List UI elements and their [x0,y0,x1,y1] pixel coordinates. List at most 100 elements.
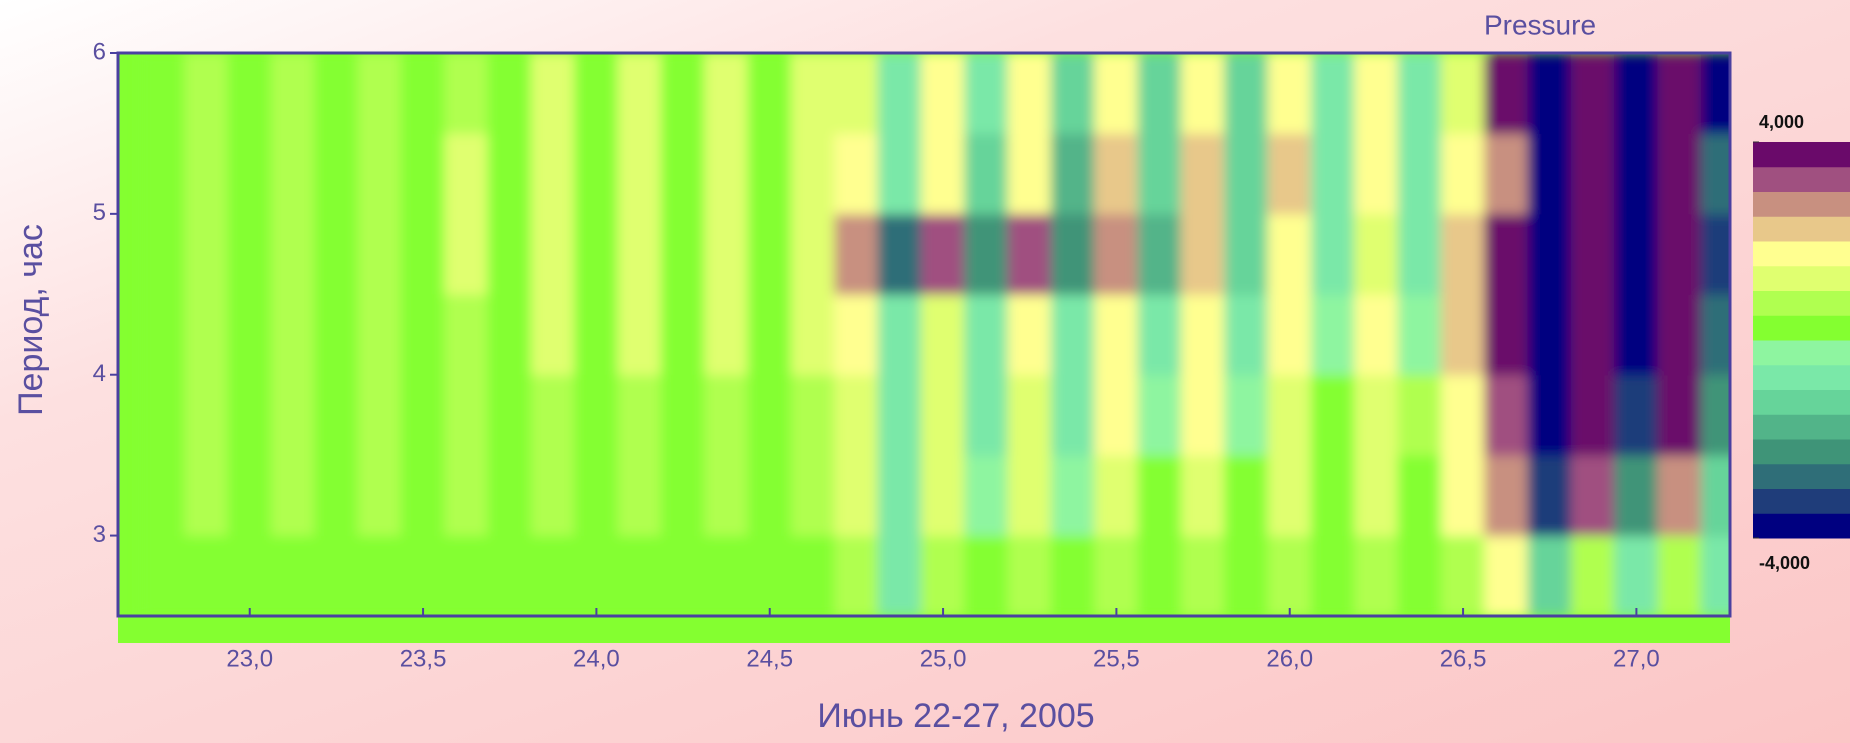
colorbar-band [1753,241,1850,267]
heat-cell [660,132,706,215]
heat-cell [877,53,922,134]
heat-cell [184,132,229,215]
heat-cell [1527,454,1572,537]
heat-cell [617,535,662,616]
heat-cell [1570,132,1616,215]
colorbar-band [1753,290,1850,316]
heat-cell [1570,535,1616,616]
heat-cell [530,213,576,295]
heat-cell [1614,293,1659,376]
heat-cell [530,454,576,537]
heat-cell [444,293,489,376]
colorbar-band [1753,364,1850,390]
heat-cell [1094,293,1139,376]
heat-cell [1050,374,1096,456]
heat-cell [574,132,619,215]
heat-cell [790,293,836,376]
heat-cell [227,132,272,215]
heat-cell [227,454,272,537]
heat-cell [400,53,446,134]
heat-cell [444,454,489,537]
heat-cell [1354,53,1399,134]
heat-cell [270,454,316,537]
heat-cell [140,374,186,456]
heat-cell [1440,454,1486,537]
heat-cell [1310,213,1356,295]
heat-cell [660,535,706,616]
heat-cell [790,213,836,295]
heat-cell [1180,293,1226,376]
heat-cell [357,535,402,616]
heat-cell [1224,454,1269,537]
x-tick-label: 27,0 [1613,645,1660,672]
heat-cell [1094,454,1139,537]
heat-cell [1614,213,1659,295]
heat-cell [704,293,749,376]
heat-cell [1050,132,1096,215]
heat-cell [1614,53,1659,134]
heat-cell [1267,454,1312,537]
heat-cell [920,213,966,295]
heat-cell [1050,53,1096,134]
heat-cell [1614,535,1659,616]
heat-cell [1527,53,1572,134]
x-tick-label: 26,5 [1440,645,1487,672]
colorbar-band [1753,315,1850,341]
heat-cell [1527,535,1572,616]
heat-cell [877,132,922,215]
heat-cell [444,132,489,215]
heat-cell [1527,132,1572,215]
heat-cell [487,454,532,537]
heat-cell [1484,293,1529,376]
y-tick-label: 4 [93,360,106,387]
heat-cell [790,132,836,215]
heat-cell [834,454,879,537]
heat-cell [877,293,922,376]
heat-cell [1267,132,1312,215]
heat-cell [1267,374,1312,456]
heat-cell [574,293,619,376]
heat-cell [1094,53,1139,134]
heat-cell [487,293,532,376]
heat-cell [444,213,489,295]
heat-cell [1527,293,1572,376]
colorbar-band [1753,513,1850,539]
heat-cell [270,374,316,456]
heat-cell [140,132,186,215]
heat-cell [747,53,792,134]
heat-cell [1570,213,1616,295]
heat-cell [140,535,186,616]
heat-cell [1224,374,1269,456]
heat-cell [357,293,402,376]
heat-cell [487,53,532,134]
heat-cell [1224,535,1269,616]
heat-cell [1440,132,1486,215]
heat-cell [1007,53,1052,134]
heat-cell [704,132,749,215]
heat-cell [140,53,186,134]
heat-cell [790,374,836,456]
heat-cell [357,454,402,537]
heat-cell [1310,374,1356,456]
heat-cell [1484,132,1529,215]
heat-cell [834,374,879,456]
heat-cell [270,132,316,215]
heat-cell [920,132,966,215]
heat-cell [574,213,619,295]
heat-cell [400,454,446,537]
heat-cell [704,53,749,134]
heat-cell [400,535,446,616]
heat-cell [400,374,446,456]
x-tick-label: 26,0 [1266,645,1313,672]
x-tick-label: 25,5 [1093,645,1140,672]
heat-cell [357,53,402,134]
heat-cell [1180,454,1226,537]
heat-cell [877,535,922,616]
heat-cell [1657,293,1702,376]
heat-cell [444,374,489,456]
colorbar-band [1753,463,1850,489]
heat-cell [617,132,662,215]
heat-cell [1354,454,1399,537]
heat-cell [1397,53,1442,134]
heat-cell [704,454,749,537]
